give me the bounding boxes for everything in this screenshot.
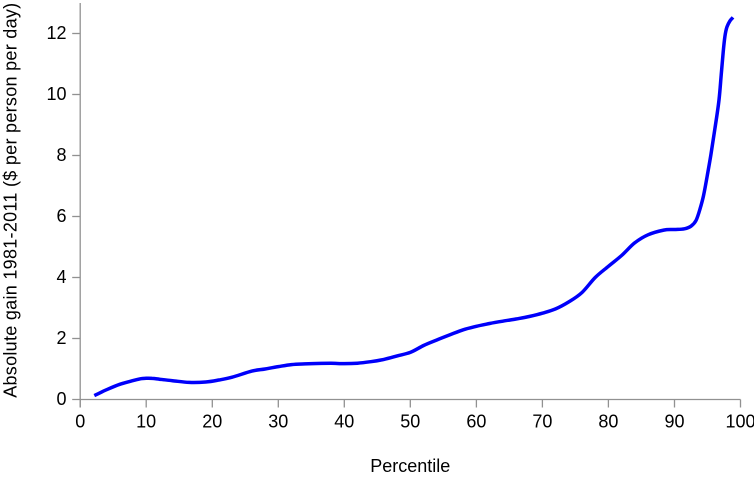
svg-text:10: 10 — [136, 411, 156, 431]
svg-text:30: 30 — [268, 411, 288, 431]
svg-text:0: 0 — [75, 411, 85, 431]
svg-text:60: 60 — [466, 411, 486, 431]
svg-text:6: 6 — [56, 206, 66, 226]
svg-text:Percentile: Percentile — [370, 456, 450, 475]
svg-text:90: 90 — [664, 411, 684, 431]
svg-text:12: 12 — [46, 23, 66, 43]
svg-text:100: 100 — [725, 411, 754, 431]
svg-text:10: 10 — [46, 84, 66, 104]
svg-text:Absolute gain 1981-2011 ($ per: Absolute gain 1981-2011 ($ per person pe… — [1, 3, 21, 398]
svg-text:80: 80 — [598, 411, 618, 431]
svg-text:50: 50 — [400, 411, 420, 431]
svg-text:40: 40 — [334, 411, 354, 431]
svg-text:2: 2 — [56, 328, 66, 348]
svg-text:4: 4 — [56, 267, 66, 287]
svg-text:8: 8 — [56, 145, 66, 165]
svg-text:20: 20 — [202, 411, 222, 431]
svg-text:70: 70 — [532, 411, 552, 431]
svg-text:0: 0 — [56, 389, 66, 409]
